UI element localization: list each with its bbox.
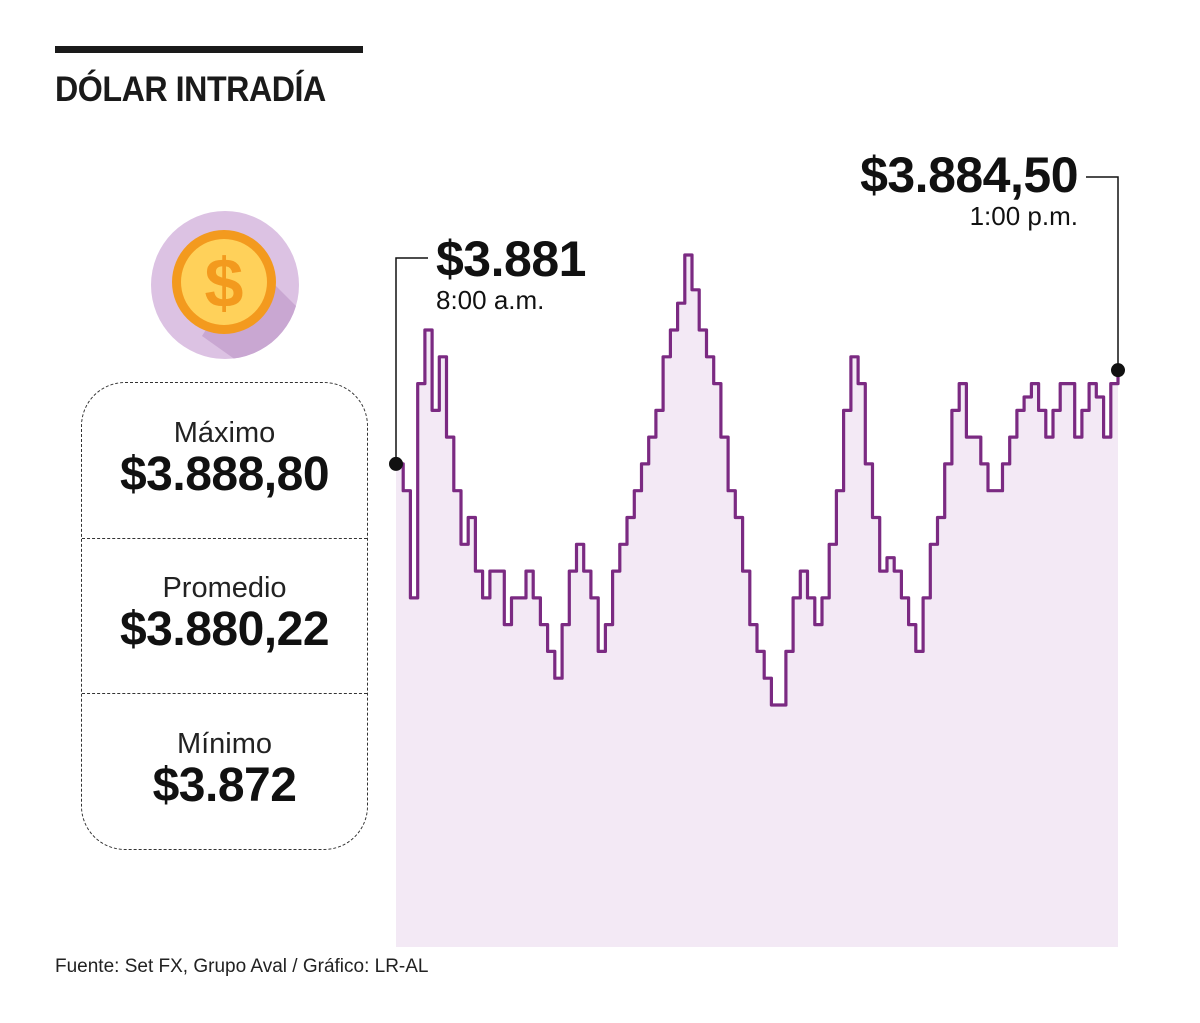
open-callout: $3.881 8:00 a.m. (436, 232, 586, 314)
stat-divider (82, 538, 367, 539)
source-note: Fuente: Set FX, Grupo Aval / Gráfico: LR… (55, 956, 429, 977)
close-callout: $3.884,50 1:00 p.m. (860, 148, 1078, 230)
chart-title: DÓLAR INTRADÍA (55, 70, 326, 109)
stat-minimum: Mínimo $3.872 (82, 728, 367, 812)
stat-maximum: Máximo $3.888,80 (82, 417, 367, 501)
open-leader-line (395, 257, 428, 464)
stat-maximum-value: $3.888,80 (119, 448, 330, 501)
stat-average-label: Promedio (162, 572, 287, 604)
close-leader-line (1086, 176, 1119, 371)
open-time: 8:00 a.m. (436, 285, 545, 315)
series-line (396, 253, 1120, 707)
stat-divider (82, 693, 367, 694)
open-value: $3.881 (436, 231, 586, 287)
close-value: $3.884,50 (860, 147, 1078, 203)
open-point-marker (389, 456, 403, 471)
stat-minimum-value: $3.872 (152, 759, 297, 812)
title-rule (55, 46, 363, 53)
close-time: 1:00 p.m. (969, 201, 1078, 231)
area-fill (396, 255, 1118, 947)
close-point-marker (1111, 363, 1125, 378)
dollar-coin-icon: $ (151, 211, 299, 359)
stat-average-value: $3.880,22 (119, 603, 330, 656)
stat-average: Promedio $3.880,22 (82, 572, 367, 656)
dollar-glyph: $ (205, 244, 244, 322)
stat-maximum-label: Máximo (173, 417, 276, 449)
stat-minimum-label: Mínimo (176, 728, 273, 760)
stats-panel: Máximo $3.888,80 Promedio $3.880,22 Míni… (81, 382, 368, 850)
coin-inner (181, 239, 267, 325)
